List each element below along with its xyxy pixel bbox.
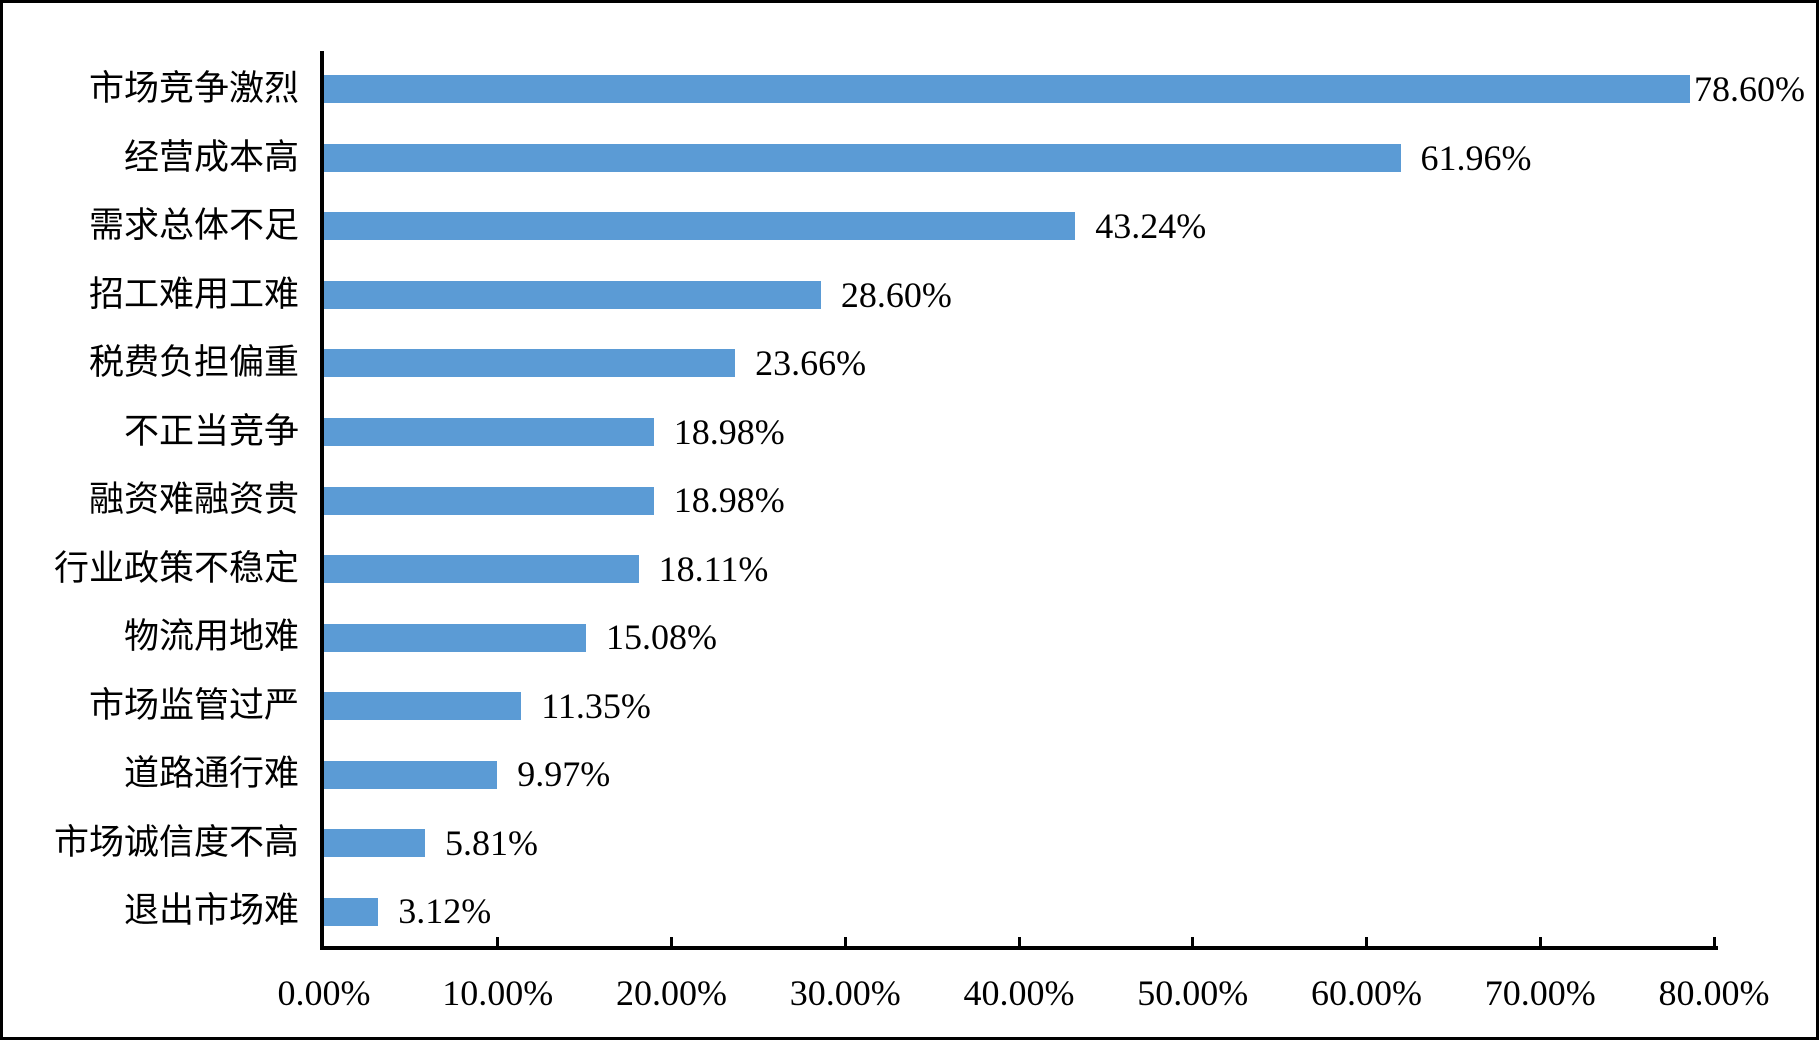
value-label: 18.11% (658, 548, 769, 589)
bar (324, 623, 586, 652)
bar (324, 897, 379, 926)
category-label: 融资难融资贵 (88, 480, 299, 520)
value-label: 43.24% (1095, 206, 1207, 247)
category-label: 行业政策不稳定 (53, 548, 299, 588)
bar (324, 349, 736, 378)
bar (324, 760, 498, 789)
x-axis-tick-label: 20.00% (616, 973, 727, 1013)
x-axis-tick (843, 937, 847, 946)
x-axis-tick (1365, 937, 1368, 946)
x-axis-tick-label: 30.00% (789, 973, 901, 1013)
bar (324, 143, 1401, 172)
bar (324, 829, 425, 858)
category-label: 市场诚信度不高 (53, 822, 299, 862)
bar (324, 555, 639, 584)
category-label: 需求总体不足 (88, 206, 299, 246)
category-label: 道路通行难 (123, 754, 299, 794)
category-label: 市场监管过严 (88, 685, 299, 725)
category-label: 税费负担偏重 (88, 343, 299, 383)
bar (324, 417, 654, 446)
bar (324, 280, 821, 309)
value-label: 5.81% (444, 822, 538, 863)
x-axis-tick (1017, 937, 1021, 946)
category-label: 经营成本高 (123, 137, 299, 177)
x-axis-tick (1712, 937, 1716, 946)
x-axis-tick-label: 10.00% (442, 973, 554, 1013)
x-axis-tick-label: 0.00% (277, 973, 371, 1013)
x-axis-tick-label: 40.00% (963, 973, 1075, 1013)
category-label: 退出市场难 (123, 891, 299, 931)
value-label: 28.60% (840, 274, 952, 315)
x-axis-tick-label: 70.00% (1484, 973, 1596, 1013)
value-label: 18.98% (673, 411, 785, 452)
x-axis-tick (1538, 937, 1542, 946)
bar (324, 692, 522, 721)
value-label: 61.96% (1420, 137, 1532, 178)
x-axis-tick (496, 937, 500, 946)
value-label: 78.60% (1694, 69, 1805, 109)
category-label: 招工难用工难 (88, 274, 299, 314)
category-label: 市场竞争激烈 (88, 69, 299, 108)
category-label: 物流用地难 (123, 617, 299, 657)
value-label: 3.12% (398, 891, 492, 932)
x-axis-tick (1191, 937, 1195, 946)
category-label: 不正当竞争 (123, 411, 299, 451)
y-axis-line (320, 51, 324, 950)
bar (324, 75, 1690, 104)
x-axis-tick (670, 937, 673, 946)
x-axis-tick-label: 80.00% (1658, 973, 1770, 1013)
x-axis-tick-label: 60.00% (1311, 973, 1422, 1013)
value-label: 11.35% (541, 685, 651, 726)
bar (324, 212, 1076, 241)
value-label: 23.66% (755, 343, 867, 384)
bar (324, 486, 654, 515)
x-axis-tick-label: 50.00% (1137, 973, 1249, 1013)
value-label: 9.97% (517, 754, 611, 795)
value-label: 15.08% (606, 617, 717, 658)
value-label: 18.98% (673, 480, 785, 521)
x-axis-line (320, 946, 1718, 950)
